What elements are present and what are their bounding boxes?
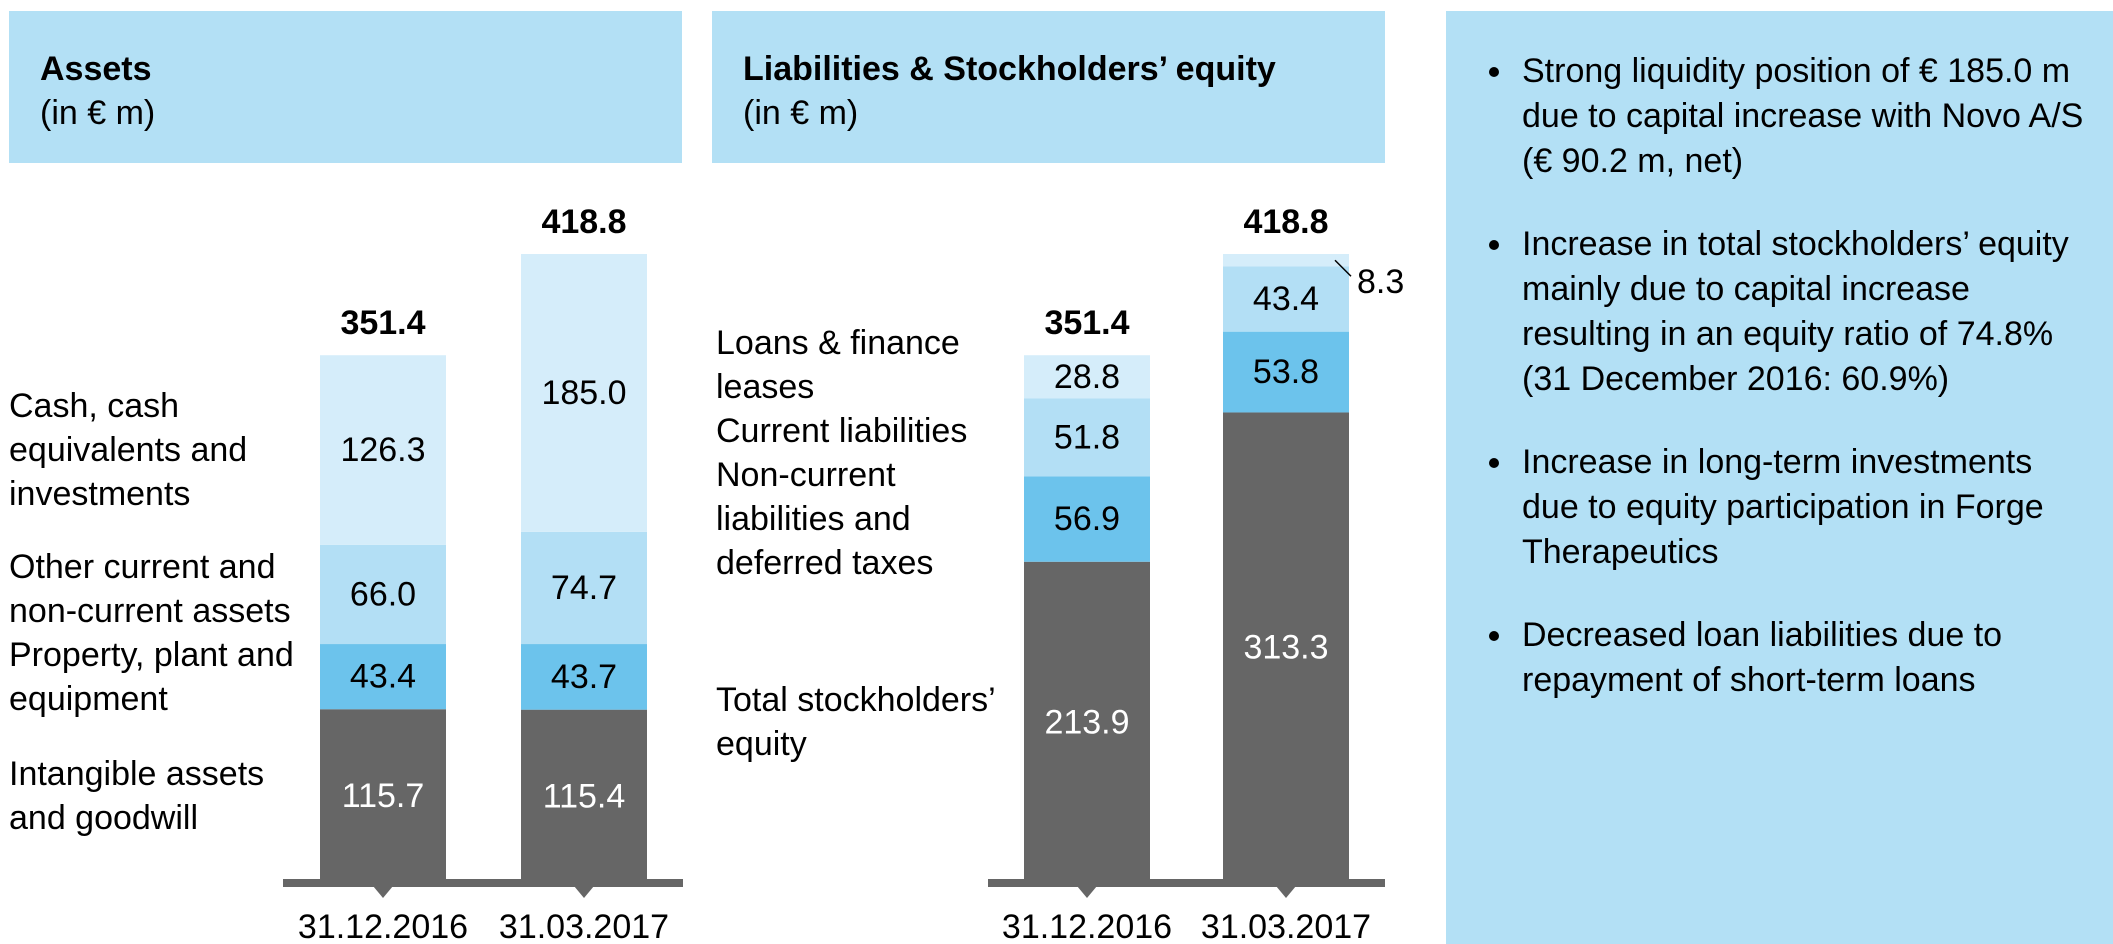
total-label: 418.8: [1243, 203, 1328, 241]
value-label: 66.0: [350, 575, 416, 613]
bar-segment: [521, 644, 647, 710]
value-label: 43.4: [1253, 280, 1319, 318]
value-label: 56.9: [1054, 500, 1120, 538]
series-label: Property, plant and equipment: [9, 635, 294, 718]
leader-line: [1334, 259, 1352, 277]
total-label: 351.4: [1044, 304, 1129, 342]
x-tick-label: 31.12.2016: [1002, 908, 1172, 944]
value-label: 115.4: [543, 777, 626, 815]
chart-title: Liabilities & Stockholders’ equity: [743, 50, 1276, 88]
bar-segment: [1024, 355, 1150, 399]
value-label: 115.7: [342, 777, 425, 815]
bar-segment: [1024, 398, 1150, 477]
panel-header: Assets (in € m): [9, 11, 682, 163]
value-label: 43.4: [350, 658, 416, 696]
notes-panel: Strong liquidity position of € 185.0 m d…: [1446, 11, 2113, 944]
bar-segment: [1223, 331, 1349, 413]
chart-title: Assets: [40, 50, 152, 88]
x-tick-label: 31.12.2016: [298, 908, 468, 944]
value-label: 313.3: [1243, 629, 1328, 667]
series-label: Loans & finance leases: [716, 324, 960, 406]
bar-segment: [1024, 476, 1150, 562]
value-label: 8.3: [1357, 263, 1404, 301]
bar-segment: [521, 254, 647, 532]
series-label: Current liabilities: [716, 412, 968, 450]
bar-segment: [320, 644, 446, 710]
value-label: 213.9: [1044, 703, 1129, 741]
axis-tick: [1077, 886, 1097, 898]
total-label: 418.8: [541, 203, 626, 241]
value-label: 43.7: [551, 658, 617, 696]
bar-segment: [1024, 561, 1150, 883]
bar-segment: [521, 531, 647, 645]
chart-subtitle: (in € m): [40, 94, 156, 132]
bullet: Increase in total stockholders’ equity m…: [1516, 222, 2093, 402]
value-label: 74.7: [551, 569, 617, 607]
bar-segment: [1223, 412, 1349, 883]
bar-segment: [1223, 254, 1349, 267]
chart-subtitle: (in € m): [743, 94, 859, 132]
bullet: Increase in long-term investments due to…: [1516, 440, 2093, 575]
panel-header: Liabilities & Stockholders’ equity (in €…: [712, 11, 1385, 163]
axis-tick: [373, 886, 393, 898]
series-label: Other current and non-current assets: [9, 547, 291, 630]
value-label: 51.8: [1054, 418, 1120, 456]
series-label: Total stockholders’ equity: [716, 681, 995, 764]
value-label: 53.8: [1253, 353, 1319, 391]
value-label: 126.3: [340, 431, 425, 469]
bar-segment: [320, 544, 446, 645]
series-label: Intangible assets and goodwill: [9, 755, 265, 838]
bar-segment: [1223, 266, 1349, 332]
axis-tick: [574, 886, 594, 898]
bar-segment: [521, 709, 647, 883]
series-label: Non-current liabilities and deferred tax…: [716, 456, 934, 582]
x-tick-label: 31.03.2017: [1201, 908, 1371, 944]
value-label: 28.8: [1054, 358, 1120, 396]
value-label: 185.0: [541, 374, 626, 412]
bar-segment: [320, 355, 446, 545]
bullet: Decreased loan liabilities due to repaym…: [1516, 613, 2093, 703]
bar-segment: [320, 709, 446, 883]
total-label: 351.4: [340, 304, 425, 342]
bullet-list: Strong liquidity position of € 185.0 m d…: [1516, 49, 2093, 703]
bullet: Strong liquidity position of € 185.0 m d…: [1516, 49, 2093, 184]
axis-tick: [1276, 886, 1296, 898]
x-tick-label: 31.03.2017: [499, 908, 669, 944]
series-label: Cash, cash equivalents and investments: [9, 387, 248, 514]
